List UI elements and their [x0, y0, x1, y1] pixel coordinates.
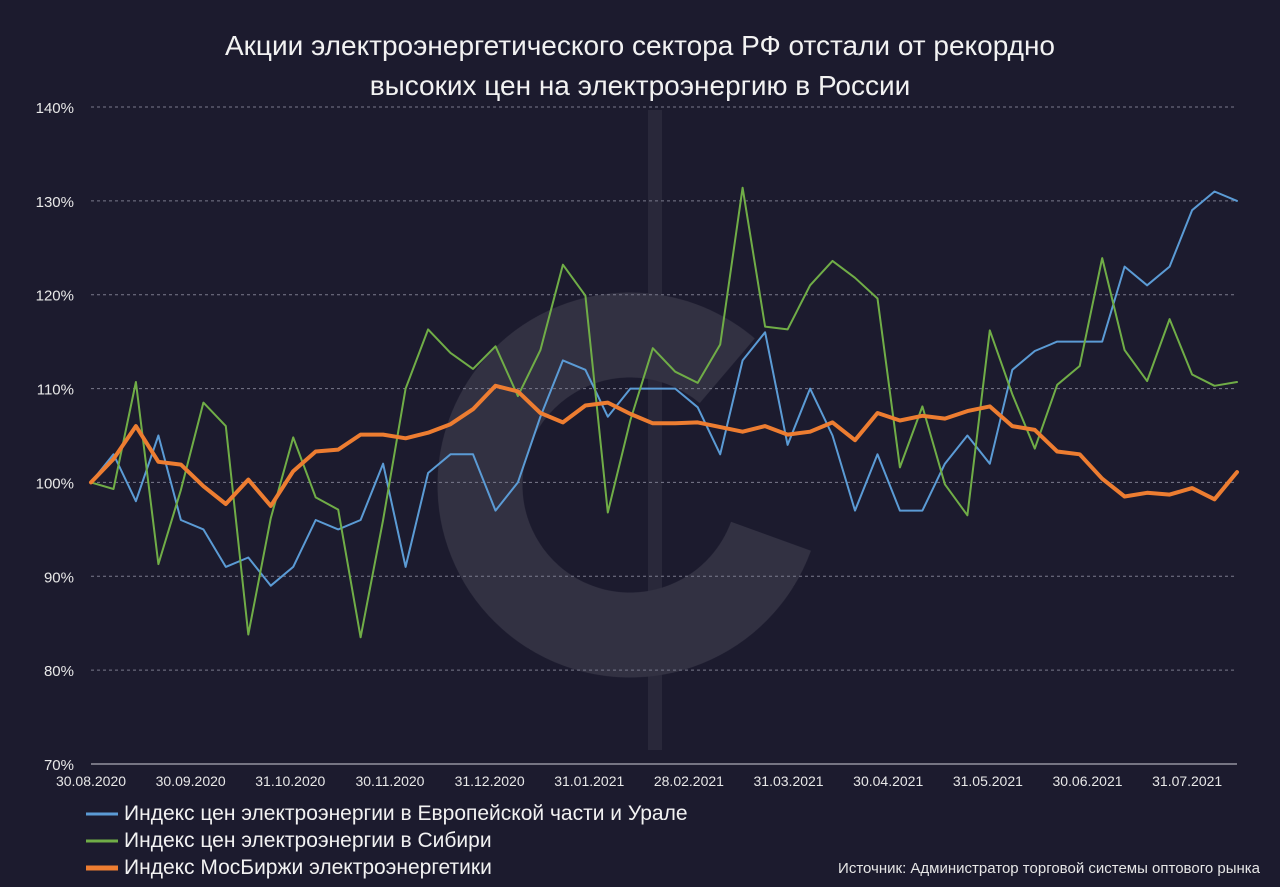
x-tick-label: 28.02.2021 — [654, 773, 724, 789]
y-tick-label: 140% — [36, 100, 74, 117]
legend-swatch — [86, 812, 118, 815]
y-tick-label: 130% — [36, 194, 74, 211]
x-tick-label: 30.04.2021 — [853, 773, 923, 789]
series-line — [90, 190, 1238, 587]
chart-title: Акции электроэнергетического сектора РФ … — [0, 26, 1280, 106]
source-note: Источник: Администратор торговой системы… — [838, 860, 1260, 877]
legend-item: Индекс МосБиржи электроэнергетики — [86, 854, 688, 881]
x-tick-label: 30.08.2020 — [56, 773, 126, 789]
series-lines — [89, 186, 1239, 639]
y-tick-label: 120% — [36, 288, 74, 305]
chart-title-line1: Акции электроэнергетического сектора РФ … — [224, 30, 1055, 61]
c-logo-icon — [437, 110, 823, 750]
legend-item: Индекс цен электроэнергии в Сибири — [86, 827, 688, 854]
y-tick-label: 100% — [36, 475, 74, 492]
x-tick-label: 31.05.2021 — [953, 773, 1023, 789]
x-tick-label: 31.12.2020 — [455, 773, 525, 789]
legend-item: Индекс цен электроэнергии в Европейской … — [86, 800, 688, 827]
legend-label: Индекс МосБиржи электроэнергетики — [124, 855, 492, 879]
y-tick-label: 70% — [44, 757, 74, 774]
x-tick-label: 31.03.2021 — [754, 773, 824, 789]
y-tick-label: 110% — [37, 382, 74, 399]
chart-title-line2: высоких цен на электроэнергию в России — [369, 70, 911, 101]
series-line — [89, 383, 1239, 508]
x-tick-label: 30.09.2020 — [156, 773, 226, 789]
x-tick-label: 30.06.2021 — [1052, 773, 1122, 789]
legend-label: Индекс цен электроэнергии в Сибири — [124, 828, 492, 852]
series-line — [90, 186, 1238, 639]
x-tick-label: 31.10.2020 — [255, 773, 325, 789]
x-tick-label: 31.07.2021 — [1152, 773, 1222, 789]
legend-swatch — [86, 839, 118, 842]
x-tick-label: 30.11.2020 — [355, 773, 424, 789]
legend: Индекс цен электроэнергии в Европейской … — [86, 800, 688, 881]
x-tick-label: 31.01.2021 — [554, 773, 624, 789]
axes: 70% 80% 90% 100% 110% 120% 130% 140% 30.08.2020 3… — [36, 100, 1237, 789]
legend-swatch — [86, 865, 118, 870]
y-tick-label: 90% — [44, 569, 74, 586]
legend-label: Индекс цен электроэнергии в Европейской … — [124, 801, 688, 825]
y-tick-label: 80% — [44, 663, 74, 680]
